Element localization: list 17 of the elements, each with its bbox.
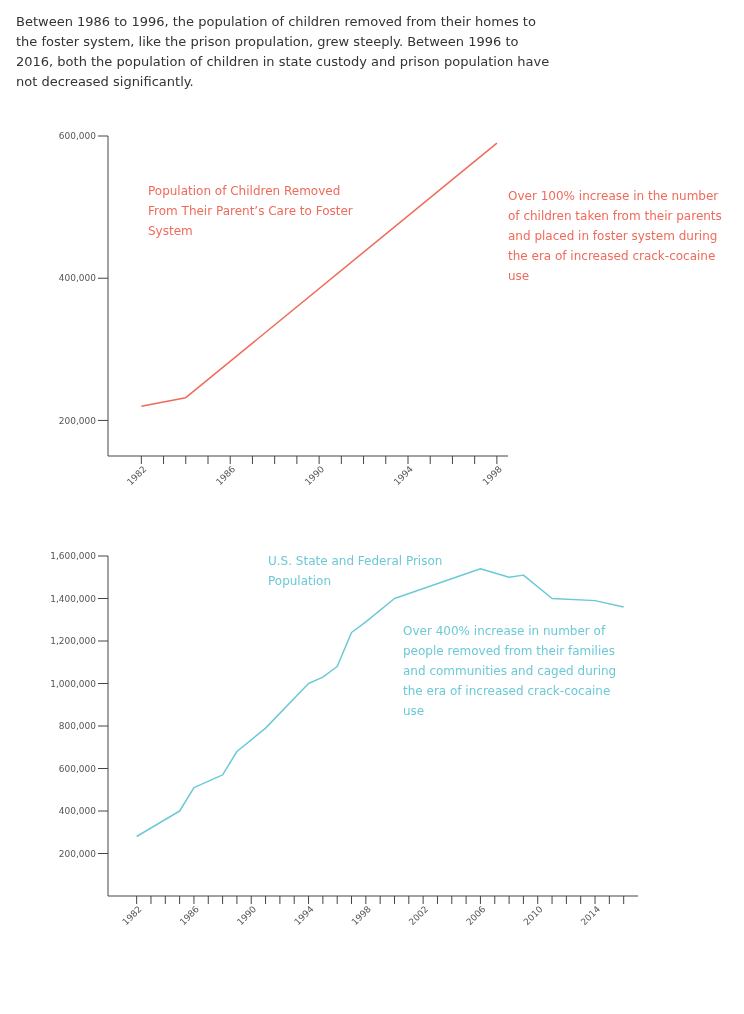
y-tick-label: 1,400,000 bbox=[50, 593, 97, 604]
annotation: Over 100% increase in the number of children taken from their parents and placed in foster system during the era of increased crack-cocaine use bbox=[508, 188, 723, 285]
y-tick-label: 600,000 bbox=[58, 131, 97, 142]
y-tick-label: 1,000,000 bbox=[50, 678, 97, 689]
y-tick-label: 400,000 bbox=[58, 806, 97, 817]
series-label: Population of Children Removed From Their Parent’s Care to Foster System bbox=[148, 183, 354, 240]
y-tick-label: 200,000 bbox=[58, 415, 97, 426]
annotation: Over 400% increase in number of people removed from their families and communities and caged during the era of increased crack-cocaine use bbox=[403, 623, 618, 720]
y-tick-label: 200,000 bbox=[58, 848, 97, 859]
y-tick-label: 800,000 bbox=[58, 721, 97, 732]
line-series bbox=[135, 568, 625, 838]
series-label: U.S. State and Federal Prison Population bbox=[268, 553, 444, 590]
y-tick-label: 400,000 bbox=[58, 273, 97, 284]
chart-title: Between 1986 to 1996, the population of children removed from their homes to the foster system, like the prison propulation, grew steeply. Between 1996 to 2016, both the population of children in state custody and prison population have not decreased significantly. bbox=[15, 13, 551, 91]
y-tick-label: 600,000 bbox=[58, 763, 97, 774]
y-tick-label: 1,200,000 bbox=[50, 636, 97, 647]
y-tick-label: 1,600,000 bbox=[50, 551, 97, 562]
